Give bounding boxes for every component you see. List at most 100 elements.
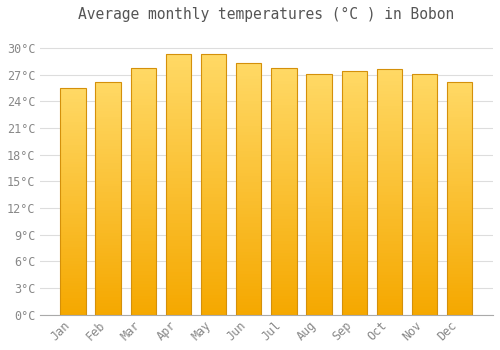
- Bar: [166, 302, 191, 305]
- Bar: [272, 216, 296, 219]
- Bar: [96, 268, 120, 271]
- Bar: [236, 123, 262, 126]
- Bar: [60, 88, 86, 315]
- Bar: [342, 92, 367, 95]
- Bar: [447, 172, 472, 175]
- Bar: [201, 171, 226, 175]
- Bar: [96, 253, 120, 256]
- Bar: [166, 165, 191, 168]
- Bar: [377, 124, 402, 127]
- Bar: [236, 167, 262, 170]
- Bar: [342, 107, 367, 111]
- Bar: [272, 133, 296, 136]
- Bar: [412, 173, 438, 176]
- Bar: [130, 201, 156, 204]
- Bar: [377, 82, 402, 85]
- Bar: [272, 253, 296, 256]
- Bar: [166, 106, 191, 110]
- Bar: [201, 207, 226, 210]
- Bar: [306, 134, 332, 137]
- Bar: [130, 253, 156, 256]
- Bar: [272, 111, 296, 114]
- Bar: [201, 165, 226, 168]
- Bar: [447, 274, 472, 277]
- Bar: [201, 312, 226, 315]
- Bar: [60, 156, 86, 159]
- Bar: [166, 246, 191, 250]
- Bar: [130, 99, 156, 102]
- Bar: [166, 207, 191, 210]
- Bar: [201, 142, 226, 145]
- Bar: [166, 122, 191, 126]
- Bar: [306, 86, 332, 89]
- Bar: [377, 106, 402, 109]
- Bar: [306, 218, 332, 221]
- Bar: [236, 286, 262, 289]
- Bar: [306, 182, 332, 185]
- Bar: [60, 218, 86, 221]
- Bar: [412, 300, 438, 302]
- Bar: [60, 281, 86, 284]
- Bar: [342, 168, 367, 172]
- Bar: [272, 312, 296, 315]
- Bar: [272, 161, 296, 164]
- Bar: [272, 259, 296, 262]
- Bar: [201, 158, 226, 162]
- Bar: [447, 251, 472, 253]
- Bar: [201, 292, 226, 295]
- Bar: [306, 149, 332, 152]
- Bar: [201, 162, 226, 165]
- Bar: [412, 176, 438, 179]
- Bar: [60, 266, 86, 269]
- Bar: [272, 305, 296, 308]
- Bar: [342, 83, 367, 86]
- Bar: [96, 265, 120, 268]
- Bar: [166, 67, 191, 70]
- Bar: [60, 116, 86, 119]
- Bar: [412, 86, 438, 89]
- Bar: [342, 138, 367, 141]
- Bar: [60, 306, 86, 309]
- Bar: [201, 246, 226, 250]
- Bar: [130, 133, 156, 136]
- Bar: [236, 302, 262, 305]
- Bar: [306, 209, 332, 212]
- Bar: [377, 72, 402, 75]
- Bar: [130, 176, 156, 179]
- Bar: [130, 68, 156, 71]
- Bar: [377, 127, 402, 131]
- Bar: [166, 223, 191, 227]
- Bar: [412, 257, 438, 260]
- Bar: [201, 272, 226, 275]
- Bar: [447, 96, 472, 99]
- Bar: [60, 184, 86, 187]
- Bar: [342, 181, 367, 184]
- Bar: [342, 71, 367, 74]
- Bar: [60, 142, 86, 145]
- Bar: [412, 290, 438, 294]
- Bar: [272, 238, 296, 241]
- Bar: [447, 169, 472, 172]
- Bar: [306, 272, 332, 275]
- Bar: [201, 129, 226, 132]
- Bar: [342, 214, 367, 217]
- Bar: [272, 222, 296, 225]
- Bar: [236, 63, 262, 315]
- Bar: [96, 242, 120, 245]
- Bar: [377, 136, 402, 140]
- Bar: [272, 179, 296, 182]
- Bar: [447, 224, 472, 227]
- Bar: [130, 265, 156, 268]
- Bar: [166, 54, 191, 57]
- Bar: [377, 244, 402, 247]
- Bar: [306, 221, 332, 224]
- Bar: [412, 233, 438, 236]
- Bar: [130, 188, 156, 191]
- Bar: [130, 154, 156, 158]
- Bar: [342, 208, 367, 211]
- Bar: [447, 102, 472, 105]
- Bar: [412, 215, 438, 218]
- Bar: [201, 54, 226, 315]
- Bar: [377, 189, 402, 192]
- Bar: [166, 308, 191, 312]
